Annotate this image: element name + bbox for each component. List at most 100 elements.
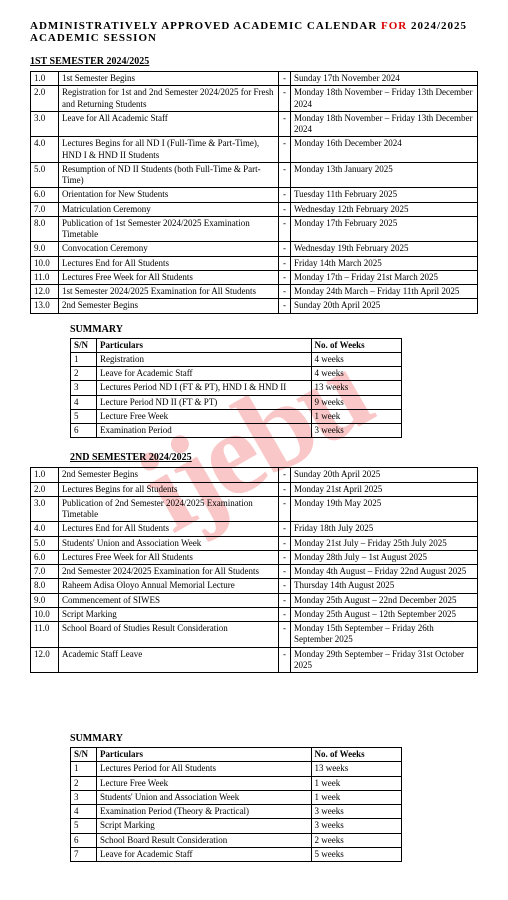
row-activity: 2nd Semester Begins <box>59 299 279 313</box>
row-dash: - <box>279 270 291 284</box>
table-row: 1Lectures Period for All Students13 week… <box>71 762 402 776</box>
row-num: 7.0 <box>31 202 59 216</box>
table-row: 9.0Convocation Ceremony-Wednesday 19th F… <box>31 242 478 256</box>
col-particulars: Particulars <box>97 338 312 352</box>
row-dash: - <box>279 72 291 86</box>
row-weeks: 13 weeks <box>311 381 401 395</box>
row-date: Tuesday 11th February 2025 <box>291 188 478 202</box>
row-num: 9.0 <box>31 593 59 607</box>
table-row: 3.0Publication of 2nd Semester 2024/2025… <box>31 496 478 522</box>
col-sn: S/N <box>71 748 97 762</box>
summary-1-heading: SUMMARY <box>70 324 478 335</box>
row-particulars: Leave for Academic Staff <box>97 367 312 381</box>
table-row: 11.0Lectures Free Week for All Students-… <box>31 270 478 284</box>
row-num: 1.0 <box>31 72 59 86</box>
row-particulars: Lecture Free Week <box>97 776 312 790</box>
table-row: 5.0Students' Union and Association Week-… <box>31 536 478 550</box>
row-weeks: 3 weeks <box>311 424 401 438</box>
table-row: 2.0Lectures Begins for all Students-Mond… <box>31 482 478 496</box>
row-date: Monday 4th August – Friday 22nd August 2… <box>291 565 478 579</box>
row-num: 5 <box>71 409 97 423</box>
table-row: 3Lectures Period ND I (FT & PT), HND I &… <box>71 381 402 395</box>
table-row: 5Script Marking3 weeks <box>71 819 402 833</box>
row-activity: Academic Staff Leave <box>59 647 279 673</box>
row-activity: Convocation Ceremony <box>59 242 279 256</box>
table-row: 5Lecture Free Week1 week <box>71 409 402 423</box>
row-num: 1.0 <box>31 468 59 482</box>
summary-2-table: S/NParticularsNo. of Weeks1Lectures Peri… <box>70 747 402 862</box>
row-num: 10.0 <box>31 607 59 621</box>
row-num: 2.0 <box>31 482 59 496</box>
table-row: 8.0Publication of 1st Semester 2024/2025… <box>31 216 478 242</box>
row-num: 5.0 <box>31 162 59 188</box>
row-date: Wednesday 12th February 2025 <box>291 202 478 216</box>
row-date: Friday 18th July 2025 <box>291 522 478 536</box>
row-dash: - <box>279 162 291 188</box>
row-num: 2.0 <box>31 86 59 112</box>
row-num: 12.0 <box>31 647 59 673</box>
row-date: Monday 28th July – 1st August 2025 <box>291 550 478 564</box>
row-date: Sunday 20th April 2025 <box>291 299 478 313</box>
row-particulars: Students' Union and Association Week <box>97 790 312 804</box>
table-row: 6Examination Period3 weeks <box>71 424 402 438</box>
row-activity: Orientation for New Students <box>59 188 279 202</box>
row-date: Monday 17th – Friday 21st March 2025 <box>291 270 478 284</box>
table-row: 12.01st Semester 2024/2025 Examination f… <box>31 285 478 299</box>
table-row: 6School Board Result Consideration2 week… <box>71 833 402 847</box>
row-num: 4.0 <box>31 137 59 163</box>
col-particulars: Particulars <box>97 748 312 762</box>
table-row: 7.0Matriculation Ceremony-Wednesday 12th… <box>31 202 478 216</box>
row-dash: - <box>279 482 291 496</box>
row-activity: 2nd Semester Begins <box>59 468 279 482</box>
row-num: 1 <box>71 352 97 366</box>
row-num: 3 <box>71 381 97 395</box>
row-dash: - <box>279 565 291 579</box>
document-body: ADMINISTRATIVELY APPROVED ACADEMIC CALEN… <box>30 20 478 862</box>
row-num: 4 <box>71 395 97 409</box>
row-dash: - <box>279 86 291 112</box>
table-row: 9.0Commencement of SIWES-Monday 25th Aug… <box>31 593 478 607</box>
row-activity: Raheem Adisa Oloyo Annual Memorial Lectu… <box>59 579 279 593</box>
table-row: 1Registration4 weeks <box>71 352 402 366</box>
row-date: Monday 18th November – Friday 13th Decem… <box>291 111 478 137</box>
row-dash: - <box>279 216 291 242</box>
table-row: 4.0Lectures End for All Students-Friday … <box>31 522 478 536</box>
row-num: 13.0 <box>31 299 59 313</box>
row-weeks: 1 week <box>311 409 401 423</box>
row-dash: - <box>279 607 291 621</box>
row-date: Monday 17th February 2025 <box>291 216 478 242</box>
row-activity: 1st Semester 2024/2025 Examination for A… <box>59 285 279 299</box>
row-num: 2 <box>71 367 97 381</box>
title-for: FOR <box>381 20 407 32</box>
row-dash: - <box>279 550 291 564</box>
row-dash: - <box>279 579 291 593</box>
row-date: Monday 16th December 2024 <box>291 137 478 163</box>
row-num: 7.0 <box>31 565 59 579</box>
row-num: 4 <box>71 805 97 819</box>
row-weeks: 4 weeks <box>311 352 401 366</box>
row-activity: Leave for All Academic Staff <box>59 111 279 137</box>
row-num: 9.0 <box>31 242 59 256</box>
row-particulars: Examination Period <box>97 424 312 438</box>
semester-2-table: 1.02nd Semester Begins-Sunday 20th April… <box>30 467 478 673</box>
table-row: 4Examination Period (Theory & Practical)… <box>71 805 402 819</box>
row-activity: Publication of 2nd Semester 2024/2025 Ex… <box>59 496 279 522</box>
row-num: 6.0 <box>31 188 59 202</box>
row-num: 11.0 <box>31 622 59 648</box>
semester-2-heading: 2ND SEMESTER 2024/2025 <box>70 452 478 463</box>
table-row: 13.02nd Semester Begins-Sunday 20th Apri… <box>31 299 478 313</box>
row-activity: 1st Semester Begins <box>59 72 279 86</box>
table-row: 2Leave for Academic Staff4 weeks <box>71 367 402 381</box>
row-num: 12.0 <box>31 285 59 299</box>
row-activity: Lectures Begins for all ND I (Full-Time … <box>59 137 279 163</box>
semester-1-table: 1.01st Semester Begins-Sunday 17th Novem… <box>30 71 478 314</box>
row-activity: Lectures Free Week for All Students <box>59 550 279 564</box>
table-row: 10.0Lectures End for All Students-Friday… <box>31 256 478 270</box>
table-row: 3Students' Union and Association Week1 w… <box>71 790 402 804</box>
row-num: 7 <box>71 847 97 861</box>
row-num: 11.0 <box>31 270 59 284</box>
row-date: Thursday 14th August 2025 <box>291 579 478 593</box>
row-dash: - <box>279 111 291 137</box>
table-row: 1.02nd Semester Begins-Sunday 20th April… <box>31 468 478 482</box>
row-num: 3.0 <box>31 496 59 522</box>
